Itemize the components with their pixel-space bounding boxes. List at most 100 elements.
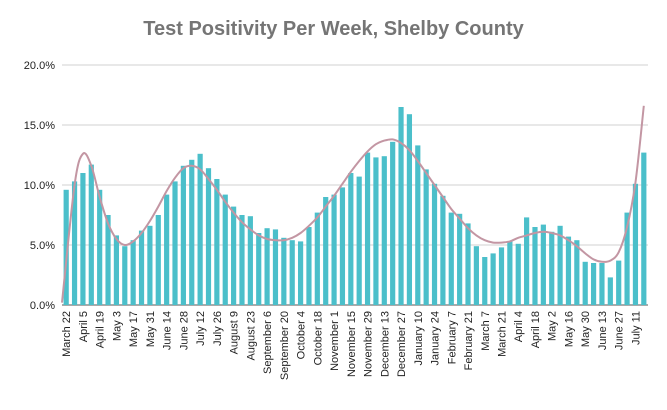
bar xyxy=(130,240,136,305)
bar xyxy=(189,159,195,305)
x-tick-label: May 30 xyxy=(580,311,592,347)
y-tick-label: 20.0% xyxy=(24,60,55,72)
bar xyxy=(490,253,496,305)
bar xyxy=(423,169,429,305)
bar xyxy=(356,176,362,305)
bar xyxy=(582,261,588,305)
bar xyxy=(465,223,471,305)
bar xyxy=(138,230,145,305)
bar xyxy=(256,233,262,305)
bar xyxy=(507,241,513,305)
bar xyxy=(63,189,69,305)
bar xyxy=(155,215,161,305)
bar xyxy=(264,228,270,305)
bar xyxy=(364,152,371,305)
bar xyxy=(431,183,438,305)
x-tick-label: May 17 xyxy=(128,311,140,347)
x-tick-label: August 9 xyxy=(229,311,241,354)
y-tick-label: 10.0% xyxy=(24,180,55,192)
bar xyxy=(88,164,94,305)
x-tick-label: June 27 xyxy=(614,311,626,350)
bar xyxy=(574,240,580,305)
bar xyxy=(97,189,103,305)
bar xyxy=(172,181,178,305)
x-tick-label: October 4 xyxy=(296,311,308,359)
bar xyxy=(147,225,153,305)
x-tick-label: June 28 xyxy=(178,311,190,350)
bar-series xyxy=(63,107,647,305)
bar xyxy=(440,195,446,305)
x-tick-label: January 10 xyxy=(413,311,425,365)
bar xyxy=(398,107,404,305)
bar xyxy=(80,173,86,305)
bar xyxy=(113,235,120,305)
bar xyxy=(549,231,555,305)
bar xyxy=(390,141,396,305)
y-tick-label: 0.0% xyxy=(30,300,55,312)
bar xyxy=(473,246,479,305)
bar xyxy=(482,257,488,305)
bar xyxy=(373,157,379,305)
x-axis-ticks: March 22 April 5 April 19 May 3 May 17 May 31… xyxy=(61,311,642,380)
bar xyxy=(415,145,421,305)
bar xyxy=(590,263,597,305)
bar xyxy=(381,156,387,305)
y-axis-ticks: 0.0% 5.0% 10.0% 15.0% 20.0% xyxy=(24,60,55,312)
bar xyxy=(624,212,630,305)
x-tick-label: April 5 xyxy=(78,311,90,342)
bar xyxy=(281,237,287,305)
x-tick-label: January 24 xyxy=(430,311,442,365)
x-tick-label: June 14 xyxy=(162,311,174,350)
bar xyxy=(247,216,253,305)
x-tick-label: July 11 xyxy=(630,311,642,345)
x-tick-label: November 1 xyxy=(329,311,341,371)
y-tick-label: 5.0% xyxy=(30,240,55,252)
bar xyxy=(289,240,295,305)
bar xyxy=(339,187,346,305)
bar xyxy=(616,260,622,305)
bar xyxy=(105,215,111,305)
bar xyxy=(532,227,538,305)
x-tick-label: June 13 xyxy=(597,311,609,350)
bar xyxy=(406,114,413,305)
bar xyxy=(71,181,78,305)
x-tick-label: April 19 xyxy=(95,311,107,348)
x-tick-label: August 23 xyxy=(245,311,257,361)
x-tick-label: September 6 xyxy=(262,311,274,374)
x-tick-label: May 31 xyxy=(145,311,157,347)
x-tick-label: December 27 xyxy=(396,311,408,377)
x-tick-label: July 12 xyxy=(195,311,207,346)
bar xyxy=(297,241,304,305)
bar xyxy=(515,243,521,305)
bar xyxy=(180,165,186,305)
bar xyxy=(214,179,220,305)
x-tick-label: May 3 xyxy=(111,311,123,341)
bar xyxy=(122,246,128,305)
bar xyxy=(331,194,337,305)
x-tick-label: March 21 xyxy=(497,311,509,357)
x-tick-label: March 7 xyxy=(480,311,492,351)
x-tick-label: October 18 xyxy=(312,311,324,365)
bar xyxy=(205,168,212,305)
bar xyxy=(239,215,245,305)
bar xyxy=(599,263,605,305)
bar xyxy=(557,225,563,305)
bar xyxy=(314,212,320,305)
bar xyxy=(457,213,463,305)
bar xyxy=(272,229,279,305)
trendline xyxy=(61,105,645,303)
x-tick-label: September 20 xyxy=(279,311,291,380)
bar xyxy=(607,277,613,305)
x-tick-label: April 18 xyxy=(530,311,542,348)
y-tick-label: 15.0% xyxy=(24,120,55,132)
x-tick-label: March 22 xyxy=(61,311,73,357)
bar xyxy=(348,173,354,305)
x-tick-label: November 29 xyxy=(363,311,375,377)
bar xyxy=(540,224,546,305)
bar xyxy=(498,247,505,305)
x-tick-label: February 7 xyxy=(446,311,458,364)
bar xyxy=(632,183,639,305)
bar xyxy=(448,212,454,305)
x-tick-label: July 26 xyxy=(212,311,224,346)
